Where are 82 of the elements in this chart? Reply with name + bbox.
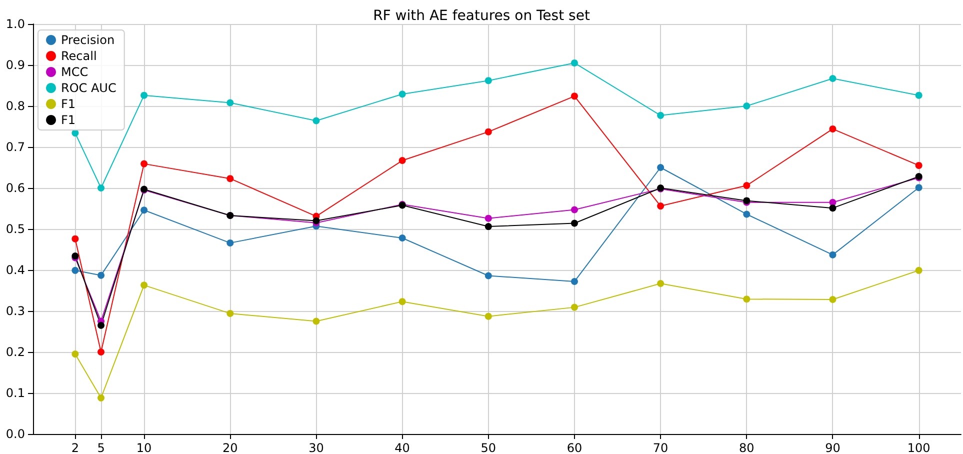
x-tick-label: 40	[394, 441, 410, 454]
point	[743, 102, 750, 110]
point	[743, 210, 750, 218]
point	[657, 280, 664, 288]
point	[829, 296, 836, 304]
legend-label: F1	[61, 97, 76, 111]
legend-label: MCC	[61, 65, 88, 79]
point	[915, 184, 922, 192]
x-tick-label: 60	[566, 441, 582, 454]
point	[570, 278, 578, 285]
point	[829, 125, 836, 132]
legend-label: ROC AUC	[61, 81, 116, 95]
y-tick-label: 0.8	[6, 99, 25, 113]
x-tick-label: 100	[907, 441, 930, 454]
point	[484, 223, 492, 230]
x-tick-label: 10	[136, 441, 152, 454]
y-tick-label: 0.6	[6, 181, 25, 195]
x-tick-label: 90	[825, 441, 840, 454]
point	[226, 99, 234, 106]
point	[484, 214, 492, 222]
point	[98, 348, 105, 356]
point	[140, 206, 148, 214]
point	[743, 182, 750, 190]
point	[829, 75, 836, 82]
point	[398, 90, 406, 98]
y-tick-label: 1.0	[6, 17, 25, 31]
point	[829, 251, 836, 258]
x-tick-label: 30	[308, 441, 324, 454]
x-tick-label: 2	[71, 441, 79, 454]
y-tick-label: 0.9	[6, 58, 25, 72]
x-tick-label: 20	[222, 441, 238, 454]
point	[72, 350, 79, 358]
point	[829, 204, 836, 212]
point	[570, 220, 578, 227]
point	[657, 202, 664, 210]
point	[657, 164, 664, 171]
point	[98, 184, 105, 192]
y-tick-label: 0.3	[6, 304, 25, 318]
point	[398, 298, 406, 306]
y-tick-label: 0.2	[6, 345, 25, 359]
legend-label: F1	[61, 113, 76, 127]
y-tick-label: 0.5	[6, 222, 25, 236]
point	[570, 59, 578, 66]
point	[140, 92, 148, 99]
point	[915, 266, 922, 274]
point	[98, 322, 105, 329]
y-tick-label: 0.4	[6, 263, 25, 277]
x-tick-label: 50	[480, 441, 496, 454]
point	[484, 272, 492, 280]
point	[140, 160, 148, 168]
chart-title: RF with AE features on Test set	[373, 8, 590, 24]
point	[226, 310, 234, 317]
y-tick-label: 0.0	[6, 427, 25, 441]
point	[72, 235, 79, 242]
point	[98, 394, 105, 402]
point	[226, 239, 234, 246]
point	[398, 234, 406, 242]
point	[570, 304, 578, 311]
point	[312, 117, 320, 124]
x-tick-label: 5	[97, 441, 105, 454]
point	[98, 272, 105, 279]
point	[484, 312, 492, 320]
point	[484, 77, 492, 84]
point	[570, 206, 578, 214]
point	[312, 318, 320, 325]
point	[570, 92, 578, 100]
x-tick-label: 80	[739, 441, 754, 454]
point	[915, 92, 922, 99]
point	[140, 282, 148, 289]
point	[743, 296, 750, 303]
point	[484, 128, 492, 136]
point	[657, 112, 664, 119]
point	[915, 162, 922, 169]
point	[398, 157, 406, 164]
y-tick-label: 0.7	[6, 140, 25, 154]
point	[72, 266, 79, 274]
point	[226, 175, 234, 182]
x-tick-label: 70	[652, 441, 668, 454]
legend-label: Precision	[61, 33, 115, 47]
y-tick-label: 0.1	[6, 386, 25, 400]
legend-label: Recall	[61, 49, 97, 63]
point	[72, 130, 79, 137]
